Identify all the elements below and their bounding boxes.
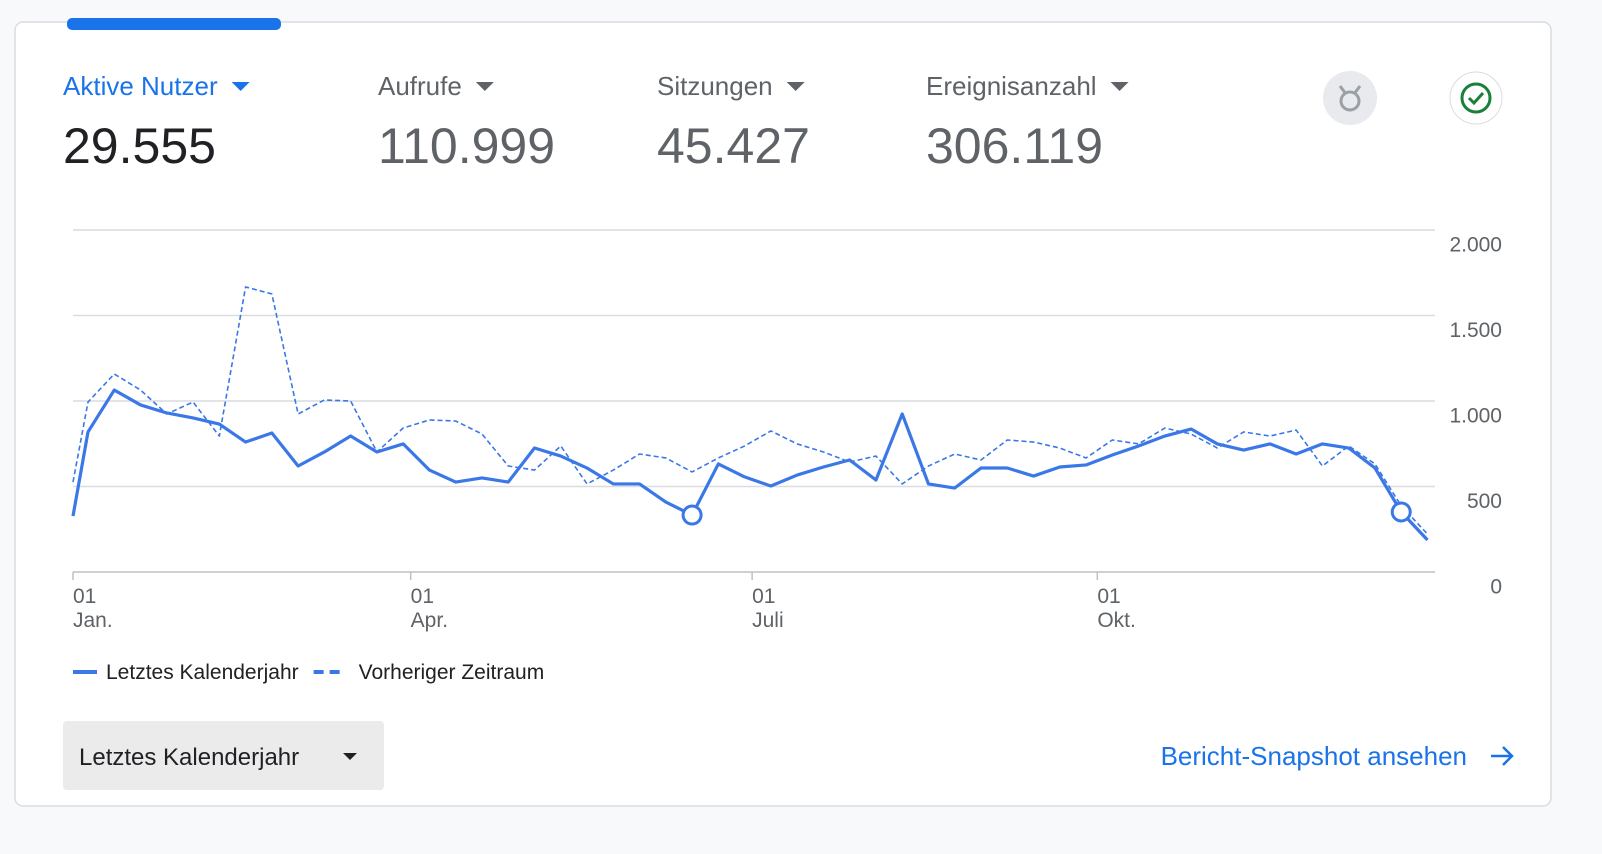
legend-label: Vorheriger Zeitraum (359, 661, 545, 684)
metric-tab-value: 110.999 (378, 118, 555, 174)
legend-label: Letztes Kalenderjahr (106, 661, 299, 684)
tab-dropdown-arrow (475, 82, 494, 91)
report-link[interactable]: Bericht-Snapshot ansehen (1161, 741, 1467, 771)
highlight-point (681, 504, 703, 526)
y-tick-label: 1.500 (1449, 319, 1502, 342)
tab-dropdown-arrow (1110, 82, 1129, 91)
metric-tab-value: 29.555 (63, 118, 216, 174)
x-tick-sublabel: Okt. (1097, 609, 1136, 632)
solid-line (71, 388, 1429, 542)
date-range-button[interactable] (63, 721, 384, 790)
tab-dropdown-arrow (231, 82, 250, 91)
x-tick-label: 01 (411, 585, 434, 608)
x-tick-label: 01 (1097, 585, 1120, 608)
x-tick-sublabel: Juli (752, 609, 784, 632)
metric-tab-label[interactable]: Aufrufe (378, 71, 462, 101)
y-tick-label: 500 (1467, 490, 1502, 513)
medal-icon[interactable] (1323, 71, 1377, 125)
date-range-label[interactable]: Letztes Kalenderjahr (79, 744, 299, 771)
status-icon[interactable] (1449, 71, 1503, 125)
metric-tab-value: 306.119 (926, 118, 1103, 174)
highlight-point (1390, 501, 1412, 523)
metric-tab-label[interactable]: Aktive Nutzer (63, 71, 218, 101)
metric-tab-label[interactable]: Sitzungen (657, 71, 773, 101)
x-tick-label: 01 (73, 585, 96, 608)
x-tick-sublabel: Apr. (411, 609, 448, 632)
x-tick-sublabel: Jan. (73, 609, 113, 632)
tab-dropdown-arrow (786, 82, 805, 91)
dropdown-arrow (343, 753, 357, 760)
metric-tab-value: 45.427 (657, 118, 810, 174)
dashed-line (72, 286, 1429, 535)
active-tab-indicator (67, 18, 281, 30)
metric-tab-label[interactable]: Ereignisanzahl (926, 71, 1097, 101)
y-tick-label: 1.000 (1449, 405, 1502, 428)
x-tick-label: 01 (752, 585, 775, 608)
y-tick-label: 2.000 (1449, 234, 1502, 257)
card (14, 21, 1552, 807)
link-arrow (1491, 746, 1514, 766)
y-tick-label: 0 (1490, 576, 1502, 599)
